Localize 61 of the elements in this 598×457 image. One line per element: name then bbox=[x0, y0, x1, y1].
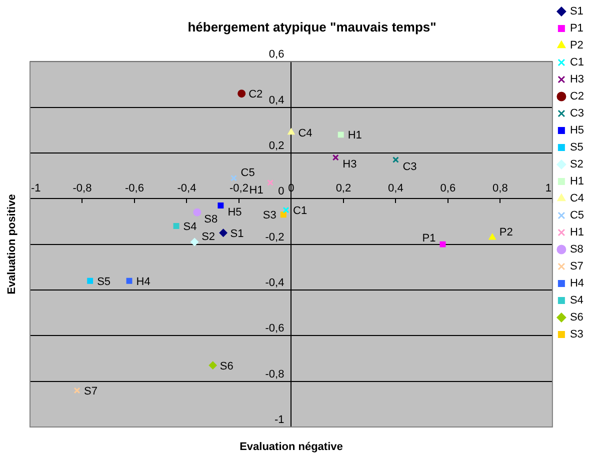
y-tick-label: -0,6 bbox=[265, 322, 284, 335]
legend-label: C2 bbox=[570, 90, 584, 103]
text: C5 bbox=[240, 167, 255, 180]
legend-label: H3 bbox=[570, 74, 584, 86]
text: S1 bbox=[230, 228, 244, 240]
legend-label: C5 bbox=[570, 210, 584, 222]
legend-label: S7 bbox=[570, 260, 584, 273]
text: S5 bbox=[97, 276, 111, 288]
legend-label: C1 bbox=[570, 56, 584, 69]
text: C2 bbox=[248, 88, 263, 101]
text: H5 bbox=[228, 206, 242, 219]
y-tick-label: -0,2 bbox=[265, 231, 284, 244]
x-tick-label: -0,8 bbox=[72, 182, 92, 195]
text: H1 bbox=[249, 184, 264, 197]
x-tick-label: 0,6 bbox=[440, 182, 456, 195]
text: C4 bbox=[298, 127, 312, 140]
text: H4 bbox=[136, 276, 150, 288]
legend-label: P2 bbox=[570, 40, 584, 52]
y-tick-label: -0,4 bbox=[265, 277, 284, 290]
y-tick-label: -1 bbox=[274, 414, 284, 426]
text: C1 bbox=[292, 205, 308, 218]
text: S4 bbox=[183, 221, 197, 234]
x-tick-label: 1 bbox=[545, 182, 552, 195]
x-axis-title: Evaluation négative bbox=[240, 441, 343, 454]
chart-title: hébergement atypique "mauvais temps" bbox=[188, 19, 436, 34]
text: S3 bbox=[262, 210, 276, 222]
text: P2 bbox=[499, 226, 513, 238]
legend-label: H5 bbox=[570, 124, 584, 137]
legend-label: S4 bbox=[570, 294, 584, 307]
legend-label: S5 bbox=[570, 142, 584, 154]
text: S7 bbox=[84, 385, 98, 398]
legend-label: S3 bbox=[570, 328, 584, 341]
legend-label: H1 bbox=[570, 226, 584, 239]
y-tick-label: 0,4 bbox=[268, 94, 284, 106]
legend-label: P1 bbox=[570, 22, 584, 35]
text: S6 bbox=[220, 360, 234, 372]
legend-label: S2 bbox=[570, 158, 584, 171]
x-tick-label: -0,6 bbox=[125, 182, 144, 195]
text: H3 bbox=[342, 158, 357, 171]
text: C3 bbox=[402, 160, 417, 173]
text: S2 bbox=[202, 231, 216, 244]
x-tick-label: 0,4 bbox=[388, 182, 404, 195]
legend-label: H4 bbox=[570, 278, 584, 290]
legend-label: C3 bbox=[570, 108, 584, 120]
text: P1 bbox=[422, 232, 436, 244]
text: S8 bbox=[204, 213, 218, 226]
legend-label: S8 bbox=[570, 244, 584, 256]
text: H1 bbox=[348, 130, 362, 142]
legend-label: S6 bbox=[570, 312, 584, 324]
x-tick-label: 0,2 bbox=[336, 182, 352, 195]
x-tick-label: -0,2 bbox=[230, 182, 248, 195]
legend-label: C4 bbox=[570, 192, 584, 205]
y-axis-title: Evaluation positive bbox=[6, 194, 18, 294]
x-tick-label: -1 bbox=[31, 182, 41, 195]
y-tick-label: -0,8 bbox=[265, 368, 284, 380]
y-tick-label: 0,2 bbox=[268, 140, 284, 152]
y-tick-label: 0,6 bbox=[268, 48, 284, 61]
legend-label: H1 bbox=[570, 176, 584, 188]
legend-label: S1 bbox=[570, 6, 584, 18]
x-tick-label: -0,4 bbox=[177, 182, 196, 195]
x-tick-label: 0,8 bbox=[492, 182, 508, 195]
